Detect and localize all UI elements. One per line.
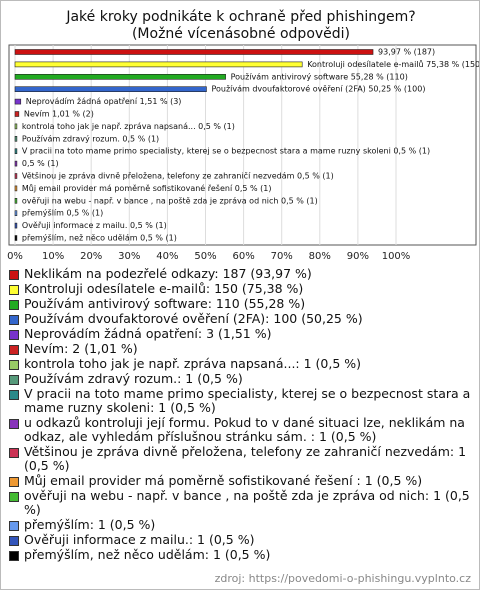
bar — [14, 222, 18, 229]
legend-item: Neklikám na podezřelé odkazy: 187 (93,97… — [9, 267, 473, 281]
legend-swatch — [9, 300, 19, 310]
legend-item: Většinou je zpráva divně přeložena, tele… — [9, 445, 473, 473]
legend-swatch — [9, 521, 19, 531]
bar — [14, 111, 20, 117]
legend-label: u odkazů kontroluji její formu. Pokud to… — [24, 415, 465, 444]
value-label: Používám zdravý rozum. 0,5 % (1) — [22, 134, 159, 143]
legend-label: Používám dvoufaktorové ověření (2FA): 10… — [24, 311, 363, 326]
x-tick-label: 40% — [156, 251, 178, 262]
legend-swatch — [9, 477, 19, 487]
legend-label: Většinou je zpráva divně přeložena, tele… — [24, 444, 467, 473]
bar — [14, 49, 374, 55]
legend-label: kontrola toho jak je např. zpráva napsan… — [24, 356, 362, 371]
legend-item: Neprovádím žádná opatření: 3 (1,51 %) — [9, 327, 473, 341]
legend-label: Můj email provider má poměrně sofistikov… — [24, 473, 423, 488]
bar — [14, 136, 18, 142]
legend-item: Ověřuji informace z mailu.: 1 (0,5 %) — [9, 533, 473, 547]
value-label: přemýšlím 0,5 % (1) — [22, 208, 103, 218]
legend-swatch — [9, 315, 19, 325]
bar — [14, 198, 18, 204]
legend: Neklikám na podezřelé odkazy: 187 (93,97… — [9, 267, 473, 563]
x-tick-label: 80% — [309, 251, 331, 262]
value-label: kontrola toho jak je např. zpráva napsan… — [22, 122, 235, 131]
value-label: Většinou je zpráva divně přeložena, tele… — [22, 171, 334, 181]
legend-label: Používám antivirový software: 110 (55,28… — [24, 296, 306, 311]
value-label: ověřuji na webu - např. v bance , na poš… — [22, 195, 318, 205]
legend-swatch — [9, 390, 19, 400]
legend-swatch — [9, 330, 19, 340]
legend-item: Používám zdravý rozum.: 1 (0,5 %) — [9, 372, 473, 386]
legend-swatch — [9, 492, 19, 502]
bar — [14, 210, 18, 216]
legend-swatch — [9, 419, 19, 429]
legend-item: kontrola toho jak je např. zpráva napsan… — [9, 357, 473, 371]
legend-swatch — [9, 375, 19, 385]
value-label: Můj email provider má poměrně sofistikov… — [22, 183, 272, 193]
legend-label: Kontroluji odesílatele e-mailů: 150 (75,… — [24, 281, 304, 296]
legend-label: Ověřuji informace z mailu.: 1 (0,5 %) — [24, 532, 255, 547]
legend-label: Neprovádím žádná opatření: 3 (1,51 %) — [24, 326, 272, 341]
x-tick-label: 30% — [118, 251, 140, 262]
value-label: Používám dvoufaktorové ověření (2FA) 50,… — [211, 84, 425, 94]
legend-item: přemýšlím: 1 (0,5 %) — [9, 518, 473, 532]
bar — [14, 173, 18, 179]
bar — [14, 160, 18, 167]
legend-item: V pracii na toto mame primo specialisty,… — [9, 387, 473, 415]
legend-label: Nevím: 2 (1,01 %) — [24, 341, 138, 356]
value-label: 0,5 % (1) — [22, 159, 59, 168]
bar — [14, 74, 226, 80]
value-label: Ověřuji informace z mailu. 0,5 % (1) — [22, 221, 167, 230]
legend-label: V pracii na toto mame primo specialisty,… — [24, 386, 471, 415]
legend-item: Nevím: 2 (1,01 %) — [9, 342, 473, 356]
source-note: zdroj: https://povedomi-o-phishingu.vypl… — [214, 572, 471, 585]
x-tick-label: 50% — [194, 251, 216, 262]
x-tick-label: 20% — [80, 251, 102, 262]
x-tick-label: 60% — [232, 251, 254, 262]
bar — [14, 86, 207, 92]
x-tick-label: 70% — [271, 251, 293, 262]
value-label: Kontroluji odesílatele e-mailů 75,38 % (… — [307, 59, 480, 69]
value-label: V pracii na toto mame primo specialisty,… — [22, 147, 430, 156]
legend-item: Používám dvoufaktorové ověření (2FA): 10… — [9, 312, 473, 326]
legend-label: ověřuji na webu - např. v bance , na poš… — [24, 488, 470, 517]
legend-swatch — [9, 345, 19, 355]
legend-swatch — [9, 551, 19, 561]
legend-swatch — [9, 536, 19, 546]
legend-swatch — [9, 448, 19, 458]
value-label: přemýšlím, než něco udělám 0,5 % (1) — [22, 233, 177, 243]
bar — [14, 123, 18, 130]
legend-item: přemýšlím, než něco udělám: 1 (0,5 %) — [9, 548, 473, 562]
legend-label: přemýšlím: 1 (0,5 %) — [24, 517, 156, 532]
legend-label: Neklikám na podezřelé odkazy: 187 (93,97… — [24, 266, 312, 281]
legend-item: Používám antivirový software: 110 (55,28… — [9, 297, 473, 311]
bar — [14, 61, 303, 68]
value-label: Nevím 1,01 % (2) — [24, 110, 94, 119]
legend-item: ověřuji na webu - např. v bance , na poš… — [9, 489, 473, 517]
bar — [14, 98, 22, 105]
x-tick-label: 100% — [382, 251, 411, 262]
x-tick-label: 0% — [7, 251, 23, 262]
chart-title: Jaké kroky podnikáte k ochraně před phis… — [66, 9, 416, 42]
x-tick-label: 90% — [347, 251, 369, 262]
bar — [14, 148, 18, 154]
value-label: Neprovádím žádná opatření 1,51 % (3) — [26, 97, 182, 106]
legend-swatch — [9, 285, 19, 295]
legend-item: Můj email provider má poměrně sofistikov… — [9, 474, 473, 488]
chart: 93,97 % (187) Kontroluji odesílatele e-ma… — [7, 44, 480, 262]
legend-swatch — [9, 270, 19, 280]
bar — [14, 185, 18, 192]
legend-label: Používám zdravý rozum.: 1 (0,5 %) — [24, 371, 243, 386]
x-tick-label: 10% — [42, 251, 64, 262]
bar — [14, 235, 18, 241]
legend-item: u odkazů kontroluji její formu. Pokud to… — [9, 416, 473, 444]
legend-swatch — [9, 360, 19, 370]
legend-item: Kontroluji odesílatele e-mailů: 150 (75,… — [9, 282, 473, 296]
value-label: 93,97 % (187) — [378, 48, 435, 57]
value-label: Používám antivirový software 55,28 % (11… — [231, 72, 408, 81]
legend-label: přemýšlím, než něco udělám: 1 (0,5 %) — [24, 547, 271, 562]
